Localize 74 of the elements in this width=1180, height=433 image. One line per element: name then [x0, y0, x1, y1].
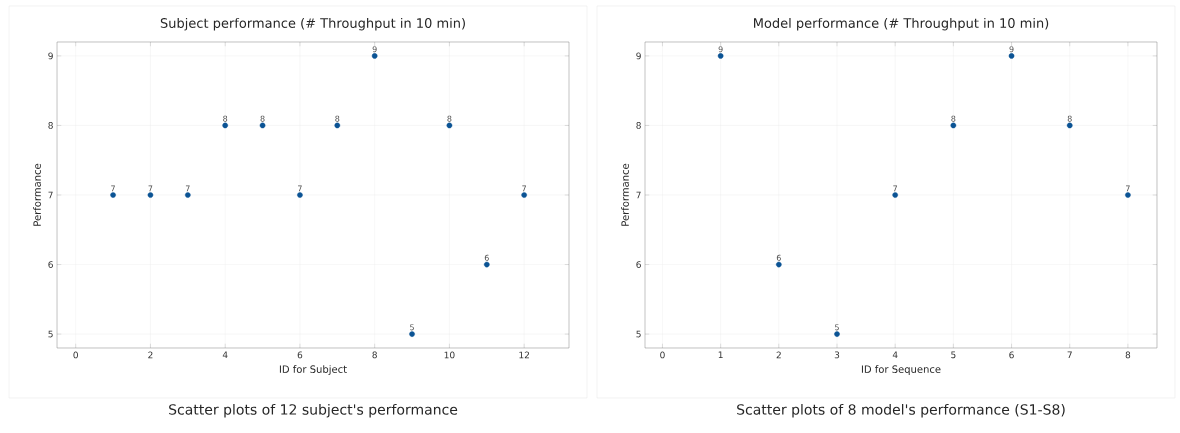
point	[521, 192, 527, 198]
y-tick-label: 8	[48, 122, 53, 129]
point	[334, 122, 341, 129]
point	[110, 192, 116, 198]
data-label: 7	[298, 185, 302, 192]
data-label: 6	[776, 254, 781, 261]
x-tick-label: 5	[951, 351, 956, 359]
point	[834, 331, 840, 337]
data-label: 8	[447, 115, 452, 122]
x-tick-label: 4	[222, 351, 228, 359]
y-tick-label: 7	[636, 191, 641, 199]
point	[1008, 53, 1015, 59]
y-tick-label: 6	[636, 261, 641, 268]
point	[717, 53, 724, 59]
x-tick-label: 4	[892, 351, 898, 359]
data-label: 8	[335, 115, 340, 122]
y-tick-label: 9	[48, 52, 53, 60]
x-axis-title: ID for Sequence	[861, 365, 941, 375]
data-label: 6	[484, 254, 489, 261]
point	[185, 192, 191, 198]
data-label: 9	[372, 46, 377, 53]
x-tick-label: 6	[297, 351, 303, 359]
y-tick-label: 6	[48, 261, 53, 268]
point	[409, 331, 415, 337]
chart-title: Model performance (# Throughput in 10 min)	[754, 17, 1049, 31]
point	[1066, 122, 1073, 129]
data-label: 9	[718, 46, 723, 53]
text: Scatter plots of 8 model's performance (S1-S8)	[737, 403, 1065, 418]
text: Scatter plots of 12 subject's performance	[169, 403, 458, 418]
chart-title: Subject performance (# Throughput in 10 min)	[160, 17, 465, 31]
data-label: 5	[410, 324, 414, 331]
point	[483, 261, 490, 268]
x-tick-label: 7	[1067, 351, 1072, 359]
y-tick-label: 8	[636, 122, 641, 129]
point	[147, 192, 154, 198]
y-tick-label: 9	[636, 52, 641, 60]
data-label: 5	[835, 324, 839, 331]
data-label: 7	[1126, 185, 1130, 192]
x-tick-label: 2	[148, 351, 153, 359]
x-tick-label: 0	[660, 351, 665, 359]
point	[222, 122, 228, 129]
point	[1125, 192, 1131, 198]
point	[259, 122, 266, 129]
data-label: 8	[951, 115, 956, 122]
y-axis-title: Performance	[33, 163, 41, 226]
point	[446, 122, 453, 129]
x-tick-label: 8	[1125, 351, 1131, 359]
x-tick-label: 2	[776, 351, 781, 359]
x-tick-label: 0	[73, 351, 78, 359]
x-tick-label: 3	[834, 351, 840, 359]
data-label: 8	[1067, 115, 1072, 122]
y-tick-label: 7	[48, 191, 53, 199]
x-axis-title: ID for Subject	[279, 365, 347, 375]
point	[297, 192, 303, 198]
x-tick-label: 1	[718, 351, 723, 359]
data-label: 7	[148, 185, 153, 192]
data-label: 7	[893, 185, 898, 192]
data-label: 7	[185, 185, 190, 192]
y-axis-title: Performance	[621, 163, 629, 226]
x-tick-label: 12	[519, 351, 529, 359]
point	[371, 53, 378, 59]
data-label: 7	[522, 185, 527, 192]
data-label: 8	[260, 115, 265, 122]
x-tick-label: 6	[1009, 351, 1014, 359]
point	[950, 122, 957, 129]
x-tick-label: 8	[372, 351, 377, 359]
data-label: 9	[1009, 46, 1014, 53]
y-tick-label: 5	[636, 330, 641, 338]
point	[776, 261, 782, 268]
data-label: 7	[111, 185, 115, 192]
x-tick-label: 10	[444, 351, 455, 359]
point	[892, 192, 898, 198]
y-tick-label: 5	[48, 330, 53, 338]
data-label: 8	[223, 115, 228, 122]
